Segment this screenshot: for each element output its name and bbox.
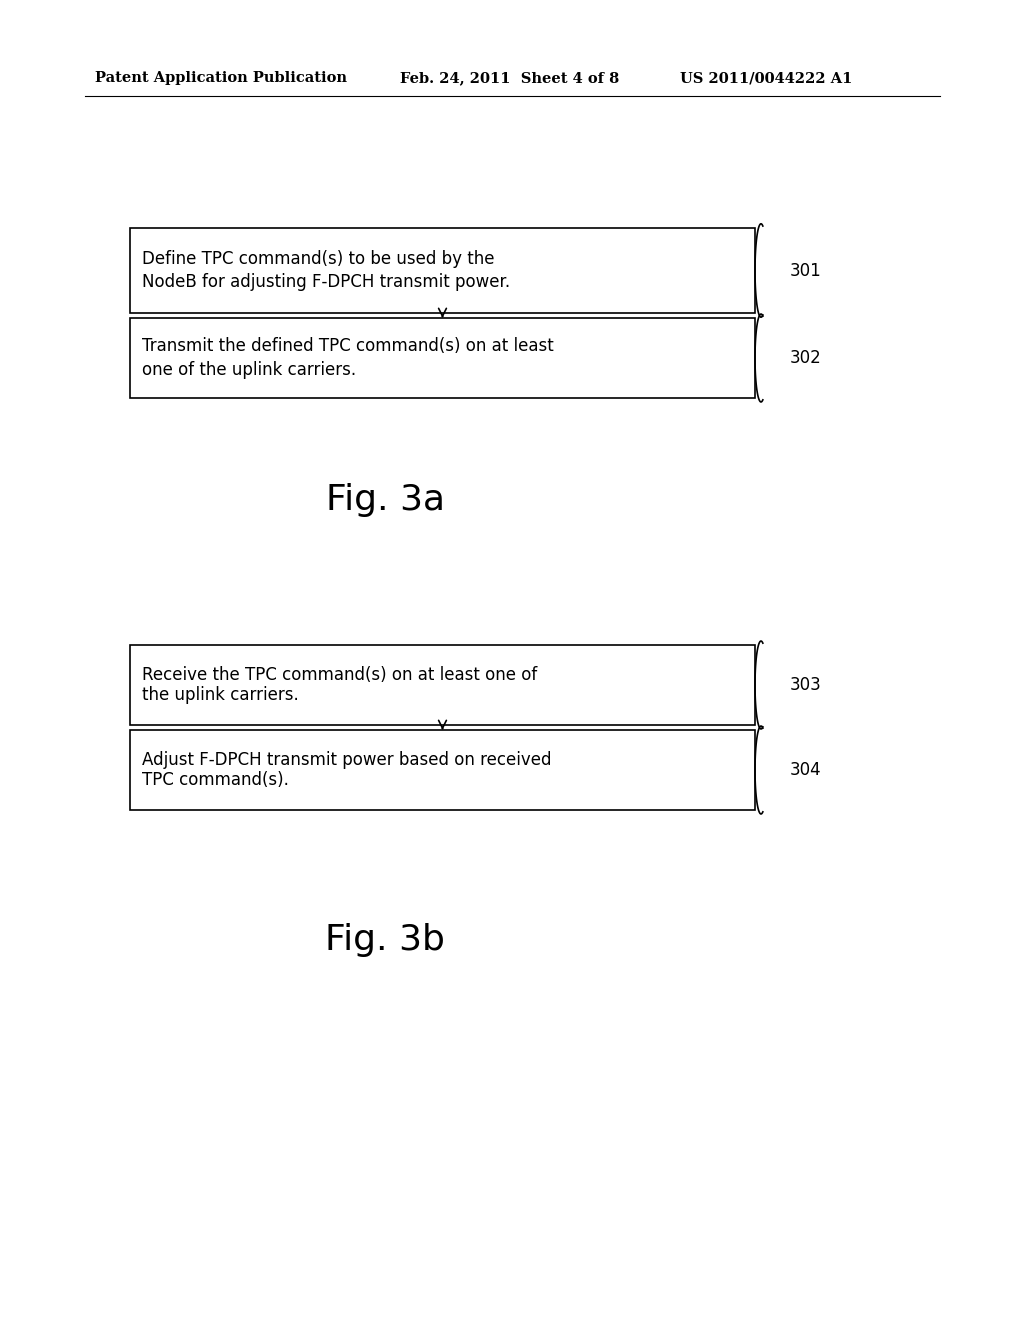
Text: the uplink carriers.: the uplink carriers. — [142, 686, 299, 704]
Text: Define TPC command(s) to be used by the: Define TPC command(s) to be used by the — [142, 249, 495, 268]
Text: Transmit the defined TPC command(s) on at least: Transmit the defined TPC command(s) on a… — [142, 337, 554, 355]
Text: 303: 303 — [790, 676, 821, 694]
Text: Adjust F-DPCH transmit power based on received: Adjust F-DPCH transmit power based on re… — [142, 751, 552, 770]
Text: Fig. 3a: Fig. 3a — [326, 483, 444, 517]
Text: 301: 301 — [790, 261, 821, 280]
Text: Patent Application Publication: Patent Application Publication — [95, 71, 347, 84]
Text: one of the uplink carriers.: one of the uplink carriers. — [142, 360, 356, 379]
Bar — [130, 318, 755, 399]
Bar — [130, 645, 755, 725]
Text: TPC command(s).: TPC command(s). — [142, 771, 289, 789]
Bar — [130, 228, 755, 313]
Text: US 2011/0044222 A1: US 2011/0044222 A1 — [680, 71, 852, 84]
Text: NodeB for adjusting F-DPCH transmit power.: NodeB for adjusting F-DPCH transmit powe… — [142, 273, 510, 292]
Text: Receive the TPC command(s) on at least one of: Receive the TPC command(s) on at least o… — [142, 667, 538, 684]
Text: 304: 304 — [790, 762, 821, 779]
Text: Fig. 3b: Fig. 3b — [325, 923, 445, 957]
Text: 302: 302 — [790, 348, 821, 367]
Bar — [130, 730, 755, 810]
Text: Feb. 24, 2011  Sheet 4 of 8: Feb. 24, 2011 Sheet 4 of 8 — [400, 71, 620, 84]
